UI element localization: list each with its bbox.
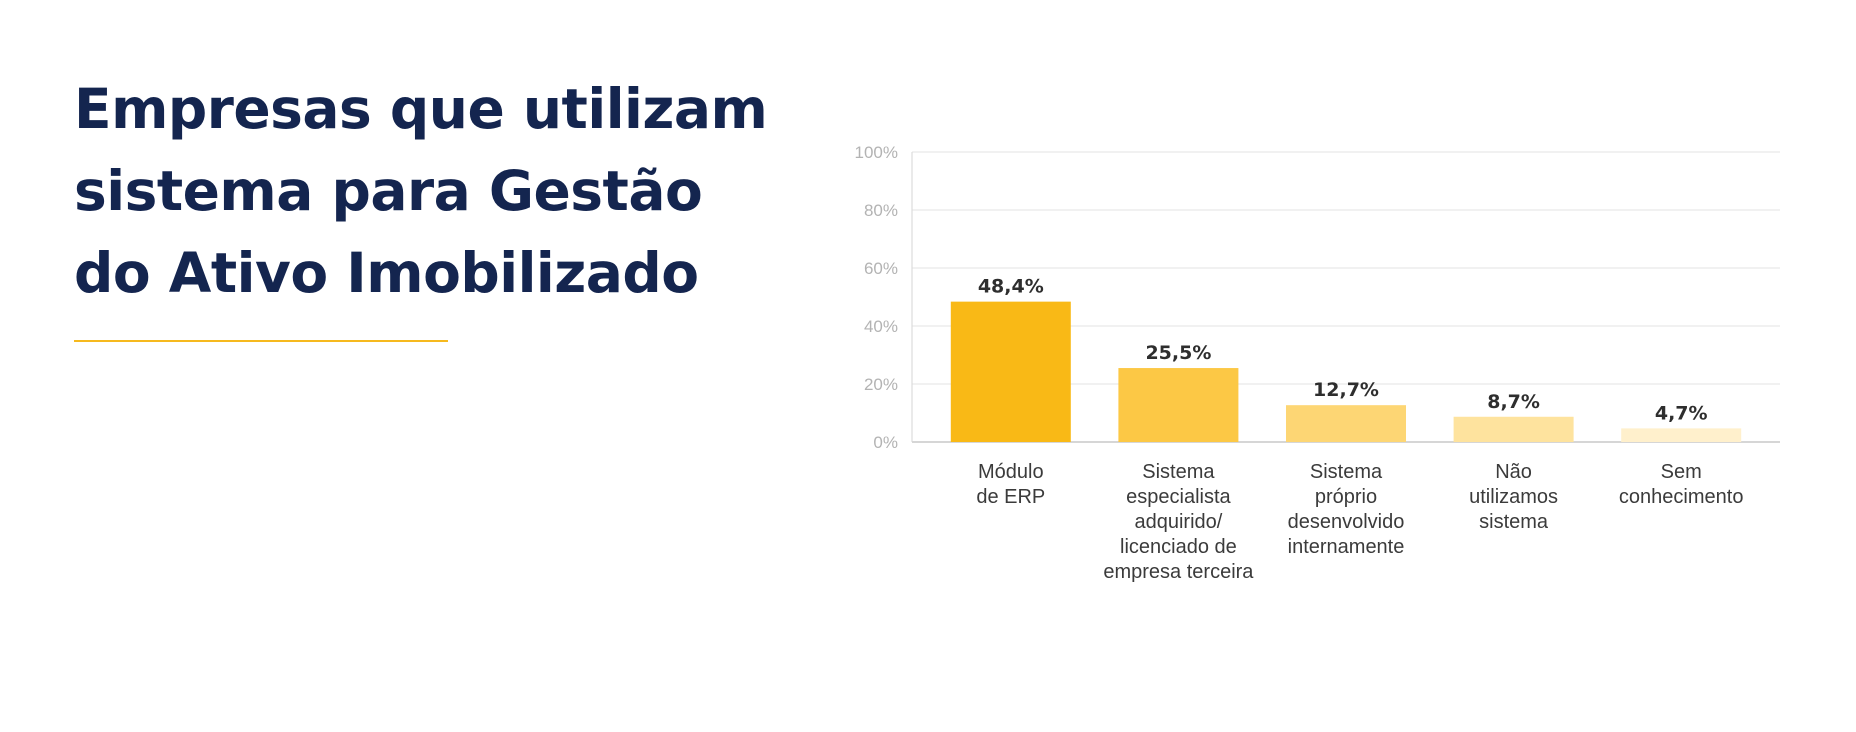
x-tick-label-line: internamente	[1288, 536, 1405, 558]
x-tick-label-line: conhecimento	[1619, 486, 1744, 508]
x-tick-label-line: de ERP	[976, 486, 1045, 508]
x-tick-label: Sistema próprio desenvolvido internamente	[1288, 461, 1405, 558]
title-line-1: Empresas que utilizam	[74, 77, 768, 141]
y-tick-label: 80%	[864, 201, 898, 220]
y-tick-label: 40%	[864, 317, 898, 336]
x-tick-label: Sistema especialista adquirido/licenciado …	[1103, 461, 1254, 583]
x-tick-label-line: licenciado de	[1120, 536, 1237, 558]
data-label: 12,7%	[1313, 379, 1379, 401]
x-tick-label: Não utilizamos sistema	[1469, 461, 1558, 533]
title-line-3: do Ativo Imobilizado	[74, 241, 699, 305]
x-tick-label: Módulo de ERP	[976, 461, 1045, 508]
x-tick-label-line: Sem	[1661, 461, 1702, 483]
x-tick-label-line: Sistema	[1310, 461, 1383, 483]
y-tick-label: 60%	[864, 259, 898, 278]
x-tick-label-line: desenvolvido	[1288, 511, 1405, 533]
bar	[950, 301, 1071, 442]
page-title: Empresas que utilizam sistema para Gestã…	[74, 68, 814, 314]
data-label: 48,4%	[978, 276, 1044, 298]
y-tick-label: 100%	[855, 143, 898, 162]
bar-chart: 0% 20% 40% 60% 80% 100% 48,4% Módulo de ERP 25,5%…	[855, 143, 1780, 583]
x-tick-label-line: utilizamos	[1469, 486, 1558, 508]
bar	[1453, 416, 1574, 442]
x-tick-label-line: adquirido/	[1134, 511, 1222, 533]
x-tick-label-line: Sistema	[1142, 461, 1215, 483]
data-label: 25,5%	[1145, 342, 1211, 364]
x-tick-label-line: sistema	[1479, 511, 1549, 533]
x-tick-label: Sem conhecimento	[1619, 461, 1744, 508]
bar	[1286, 405, 1406, 442]
title-line-2: sistema para Gestão	[74, 159, 703, 223]
bar	[1118, 368, 1239, 442]
x-tick-label-line: especialista	[1126, 486, 1231, 508]
y-tick-label: 20%	[864, 375, 898, 394]
x-tick-label-line: Módulo	[978, 461, 1044, 483]
data-label: 4,7%	[1655, 402, 1708, 424]
bar	[1621, 428, 1742, 442]
x-tick-label-line: Não	[1495, 461, 1532, 483]
data-label: 8,7%	[1487, 391, 1540, 413]
title-underline	[74, 340, 448, 342]
y-tick-label: 0%	[873, 433, 898, 452]
x-tick-label-line: próprio	[1315, 486, 1377, 508]
x-tick-label-line: empresa terceira	[1103, 561, 1254, 583]
